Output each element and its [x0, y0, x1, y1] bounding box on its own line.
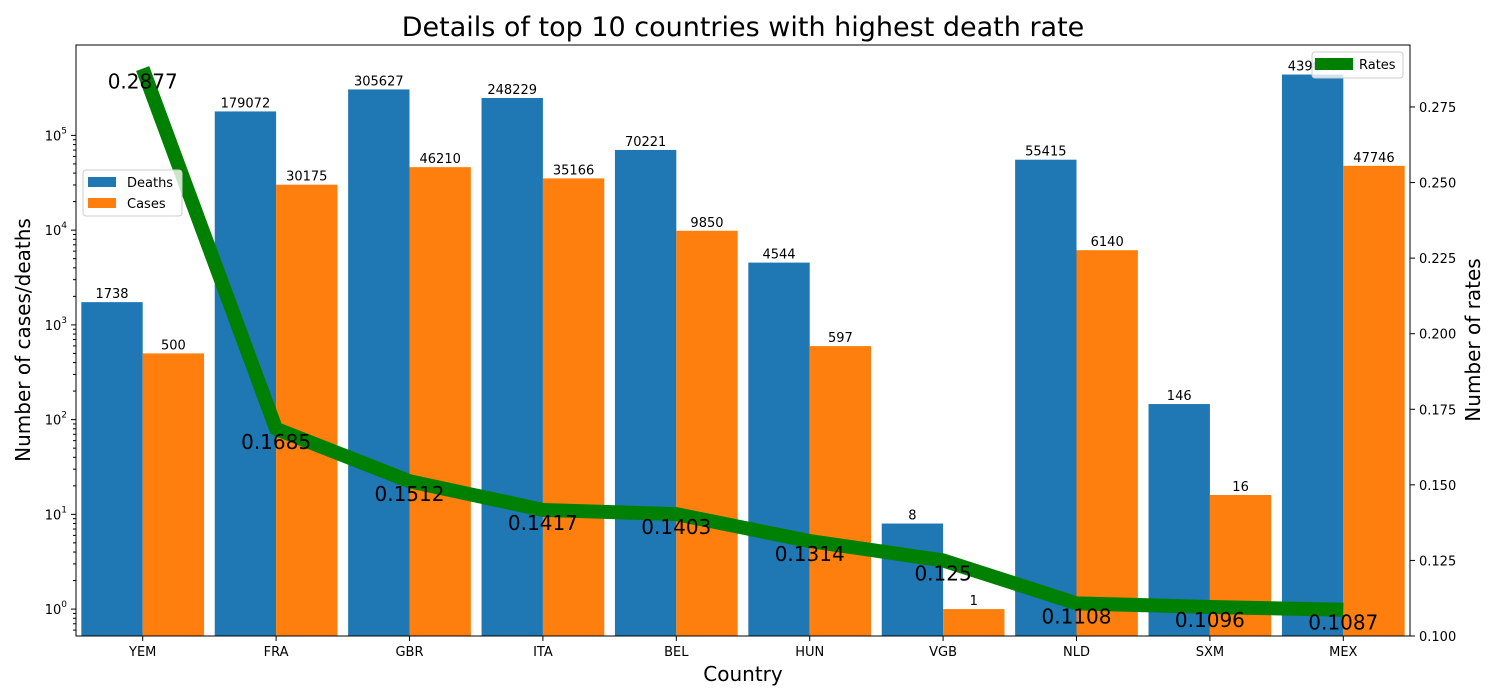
chart-title: Details of top 10 countries with highest… — [402, 12, 1085, 43]
plot-frame — [75, 44, 1411, 637]
y2-tick-label-3: 0.175 — [1419, 403, 1456, 418]
y-axis-title: Number of cases/deaths — [11, 218, 35, 462]
x-tick-label-bel: BEL — [664, 645, 689, 660]
y-tick-label-3: 103 — [45, 316, 67, 334]
bar-label-deaths-ita: 248229 — [487, 83, 537, 98]
bar-label-cases-hun: 597 — [828, 331, 853, 346]
legend-bars: Deaths Cases — [82, 169, 183, 217]
rate-label-mex: 0.1087 — [1308, 611, 1378, 635]
bar-cases-fra — [276, 184, 338, 636]
bar-label-cases-fra: 30175 — [286, 170, 327, 185]
bar-label-deaths-gbr: 305627 — [354, 74, 404, 89]
bar-cases-hun — [809, 346, 872, 636]
rate-label-vgb: 0.125 — [914, 561, 971, 585]
rate-labels-layer: 0.2877 0.1685 0.1512 0.1417 0.1403 0.1314 0.12… — [108, 70, 1379, 635]
legend-label-deaths: Deaths — [127, 176, 173, 191]
y-tick-label-1: 101 — [45, 505, 67, 523]
legend-rates: Rates — [1311, 51, 1404, 79]
bars-layer — [81, 74, 1405, 636]
bar-deaths-gbr — [348, 89, 410, 636]
bar-deaths-mex — [1281, 74, 1344, 636]
bar-label-cases-mex: 47746 — [1353, 151, 1394, 166]
bar-label-cases-vgb: 1 — [970, 594, 978, 609]
bar-label-deaths-sxm: 146 — [1167, 389, 1192, 404]
rate-label-ita: 0.1417 — [508, 511, 578, 535]
bar-cases-bel — [676, 230, 738, 636]
y2-tick-label-5: 0.225 — [1419, 252, 1456, 267]
rate-label-hun: 0.1314 — [775, 542, 845, 566]
y-axis-right: 0.100 0.125 0.150 0.175 0.200 0.225 0.250 0.275 — [1410, 101, 1456, 645]
rates-line-layer — [136, 66, 1344, 617]
x-tick-label-ita: ITA — [533, 645, 553, 660]
bar-cases-ita — [542, 178, 605, 636]
bar-label-cases-sxm: 16 — [1232, 480, 1249, 495]
rate-label-fra: 0.1685 — [241, 430, 311, 454]
bar-deaths-ita — [481, 97, 543, 636]
y2-tick-label-6: 0.250 — [1419, 177, 1456, 192]
x-tick-label-mex: MEX — [1329, 645, 1357, 660]
bar-cases-yem — [142, 353, 205, 636]
y2-tick-label-0: 0.100 — [1419, 630, 1456, 645]
y2-tick-label-2: 0.150 — [1419, 479, 1456, 494]
x-tick-label-vgb: VGB — [929, 645, 957, 660]
y2-axis-title: Number of rates — [1461, 258, 1485, 421]
legend-swatch-rates — [1315, 58, 1353, 70]
bar-label-cases-gbr: 46210 — [420, 152, 461, 167]
bar-label-deaths-nld: 55415 — [1025, 145, 1066, 160]
bar-label-deaths-bel: 70221 — [625, 135, 666, 150]
rates-line — [136, 66, 1344, 617]
y-axis-left: 100 101 102 103 104 105 — [45, 126, 76, 631]
bar-deaths-bel — [614, 149, 677, 636]
bar-label-cases-yem: 500 — [161, 338, 186, 353]
bar-deaths-vgb — [881, 523, 944, 636]
bar-deaths-yem — [81, 302, 143, 636]
x-axis: YEM FRA GBR ITA BEL HUN VGB NLD SXM MEX — [128, 636, 1358, 660]
rate-label-yem: 0.2877 — [108, 70, 178, 94]
legend-swatch-deaths — [88, 177, 116, 187]
x-axis-title: Country — [703, 662, 783, 686]
rate-label-gbr: 0.1512 — [375, 482, 445, 506]
bar-deaths-sxm — [1148, 404, 1210, 636]
bar-label-deaths-hun: 4544 — [762, 248, 795, 263]
bar-cases-vgb — [943, 609, 1005, 636]
y-tick-label-4: 104 — [45, 221, 68, 239]
legend-label-rates: Rates — [1359, 58, 1396, 73]
bar-label-deaths-fra: 179072 — [221, 96, 271, 111]
bar-cases-gbr — [409, 167, 471, 636]
bar-label-cases-ita: 35166 — [553, 163, 594, 178]
rate-label-nld: 0.1108 — [1042, 604, 1112, 628]
legend-swatch-cases — [88, 198, 116, 208]
bar-label-deaths-vgb: 8 — [908, 509, 916, 524]
y2-tick-label-7: 0.275 — [1419, 101, 1456, 116]
x-tick-label-yem: YEM — [128, 645, 156, 660]
y-tick-label-5: 105 — [45, 126, 67, 144]
bar-cases-nld — [1076, 250, 1138, 636]
y2-tick-label-4: 0.200 — [1419, 328, 1456, 343]
rate-label-sxm: 0.1096 — [1175, 608, 1245, 632]
bar-label-cases-bel: 9850 — [690, 216, 723, 231]
bar-deaths-hun — [748, 262, 810, 636]
rate-label-bel: 0.1403 — [641, 515, 711, 539]
legend-label-cases: Cases — [127, 197, 166, 212]
bar-label-deaths-yem: 1738 — [95, 287, 128, 302]
y-tick-label-2: 102 — [45, 411, 67, 429]
x-tick-label-nld: NLD — [1063, 645, 1090, 660]
x-tick-label-fra: FRA — [264, 645, 289, 660]
bar-cases-mex — [1343, 165, 1405, 636]
x-tick-label-sxm: SXM — [1196, 645, 1224, 660]
bar-deaths-fra — [214, 111, 277, 636]
x-tick-label-gbr: GBR — [395, 645, 423, 660]
y2-tick-label-1: 0.125 — [1419, 554, 1456, 569]
bar-label-cases-nld: 6140 — [1091, 235, 1124, 250]
bar-deaths-nld — [1015, 159, 1077, 636]
x-tick-label-hun: HUN — [795, 645, 824, 660]
y-tick-label-0: 100 — [45, 600, 68, 618]
